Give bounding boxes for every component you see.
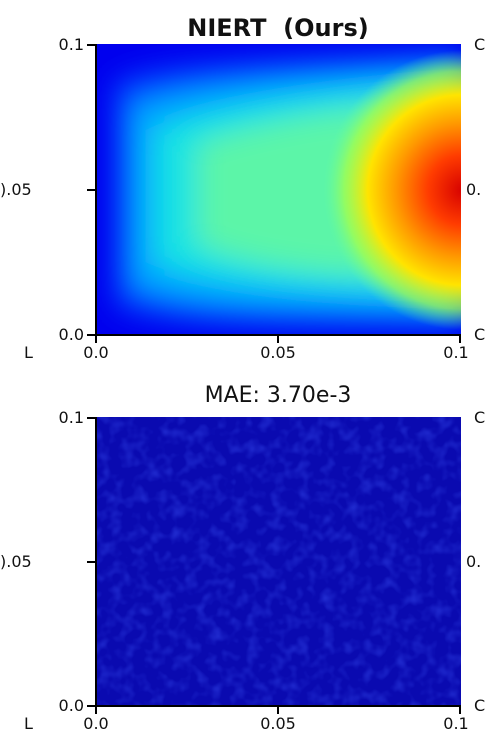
- bottom-xtick-label-0.05: 0.05: [260, 714, 296, 733]
- bottom-ytick-mark-0.1: [87, 417, 95, 419]
- top-ytick-mark-0.05: [87, 189, 95, 191]
- top-ytick-label-0.1: 0.1: [58, 35, 84, 54]
- bottom-heatmap-svg: [97, 417, 461, 705]
- bottom-ytick-mark-0.05: [87, 561, 95, 563]
- top-xtick-label-0.05: 0.05: [260, 343, 296, 362]
- top-xtick-label-0.0: 0.0: [83, 343, 109, 362]
- bottom-right-fragment-2: 0.: [466, 552, 482, 571]
- top-xtick-mark-0.0: [95, 336, 97, 343]
- bottom-heatmap-noise: [97, 417, 461, 705]
- top-xtick-mark-0.1: [459, 336, 461, 343]
- top-origin-fragment: L: [24, 343, 33, 362]
- top-ytick-mark-0.1: [87, 44, 95, 46]
- bottom-xtick-label-0.1: 0.1: [443, 714, 469, 733]
- bottom-ytick-label-0.1: 0.1: [58, 408, 84, 427]
- bottom-heatmap-plot: [95, 417, 461, 707]
- bottom-origin-fragment: L: [24, 714, 33, 733]
- bottom-ytick-label-0.0: 0.0: [58, 696, 84, 715]
- top-xtick-label-0.1: 0.1: [443, 343, 469, 362]
- top-ytick-mark-0.0: [87, 334, 95, 336]
- bottom-xtick-label-0.0: 0.0: [83, 714, 109, 733]
- top-right-fragment-3: C: [474, 325, 486, 344]
- top-heatmap-plot: [95, 44, 461, 336]
- top-right-fragment-2: 0.: [466, 180, 482, 199]
- bottom-xtick-mark-0.1: [459, 707, 461, 714]
- top-heatmap-hotspot: [277, 44, 461, 334]
- top-ytick-label-0.0: 0.0: [58, 325, 84, 344]
- bottom-ytick-mark-0.0: [87, 705, 95, 707]
- bottom-ytick-label-0.05: ).05: [0, 552, 32, 571]
- bottom-right-fragment-1: C: [474, 408, 486, 427]
- top-ytick-label-0.05: ).05: [0, 180, 32, 199]
- top-xtick-mark-0.05: [277, 336, 279, 343]
- bottom-xtick-mark-0.05: [277, 707, 279, 714]
- top-heatmap-svg: [97, 44, 461, 334]
- bottom-chart-title: MAE: 3.70e-3: [204, 383, 352, 408]
- top-right-fragment-1: C: [474, 35, 486, 54]
- bottom-xtick-mark-0.0: [95, 707, 97, 714]
- top-chart-title: NIERT (Ours): [187, 14, 369, 42]
- bottom-right-fragment-3: C: [474, 696, 486, 715]
